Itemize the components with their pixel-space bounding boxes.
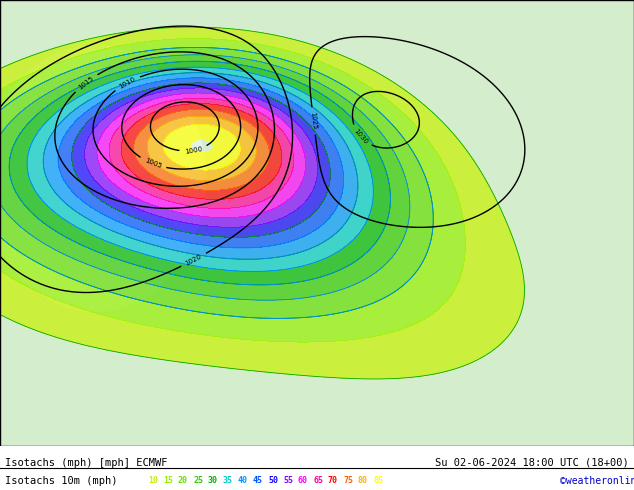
Text: 75: 75	[343, 476, 353, 485]
Text: 30: 30	[208, 476, 218, 485]
Text: 1025: 1025	[309, 112, 318, 130]
Text: 45: 45	[253, 476, 263, 485]
Text: 85: 85	[373, 476, 383, 485]
Text: 50: 50	[268, 476, 278, 485]
Text: 80: 80	[358, 476, 368, 485]
Text: 90: 90	[388, 476, 398, 485]
Text: 55: 55	[283, 476, 293, 485]
Text: 60: 60	[298, 476, 308, 485]
Text: 25: 25	[193, 476, 203, 485]
Text: 1020: 1020	[184, 253, 203, 267]
Text: 1000: 1000	[184, 146, 203, 155]
Text: 35: 35	[223, 476, 233, 485]
Text: 65: 65	[313, 476, 323, 485]
Text: ©weatheronline.co.uk: ©weatheronline.co.uk	[560, 476, 634, 486]
Text: 70: 70	[328, 476, 338, 485]
Text: 10: 10	[148, 476, 158, 485]
Text: 15: 15	[163, 476, 173, 485]
Text: 40: 40	[238, 476, 248, 485]
Text: 1005: 1005	[143, 158, 162, 170]
Ellipse shape	[0, 45, 206, 312]
Text: 20: 20	[178, 476, 188, 485]
Text: 1015: 1015	[77, 75, 95, 91]
Text: 1010: 1010	[118, 76, 136, 90]
Text: Isotachs (mph) [mph] ECMWF: Isotachs (mph) [mph] ECMWF	[5, 458, 167, 468]
Text: 1030: 1030	[353, 128, 369, 146]
Text: Su 02-06-2024 18:00 UTC (18+00): Su 02-06-2024 18:00 UTC (18+00)	[436, 458, 629, 468]
Text: Isotachs 10m (mph): Isotachs 10m (mph)	[5, 476, 117, 486]
